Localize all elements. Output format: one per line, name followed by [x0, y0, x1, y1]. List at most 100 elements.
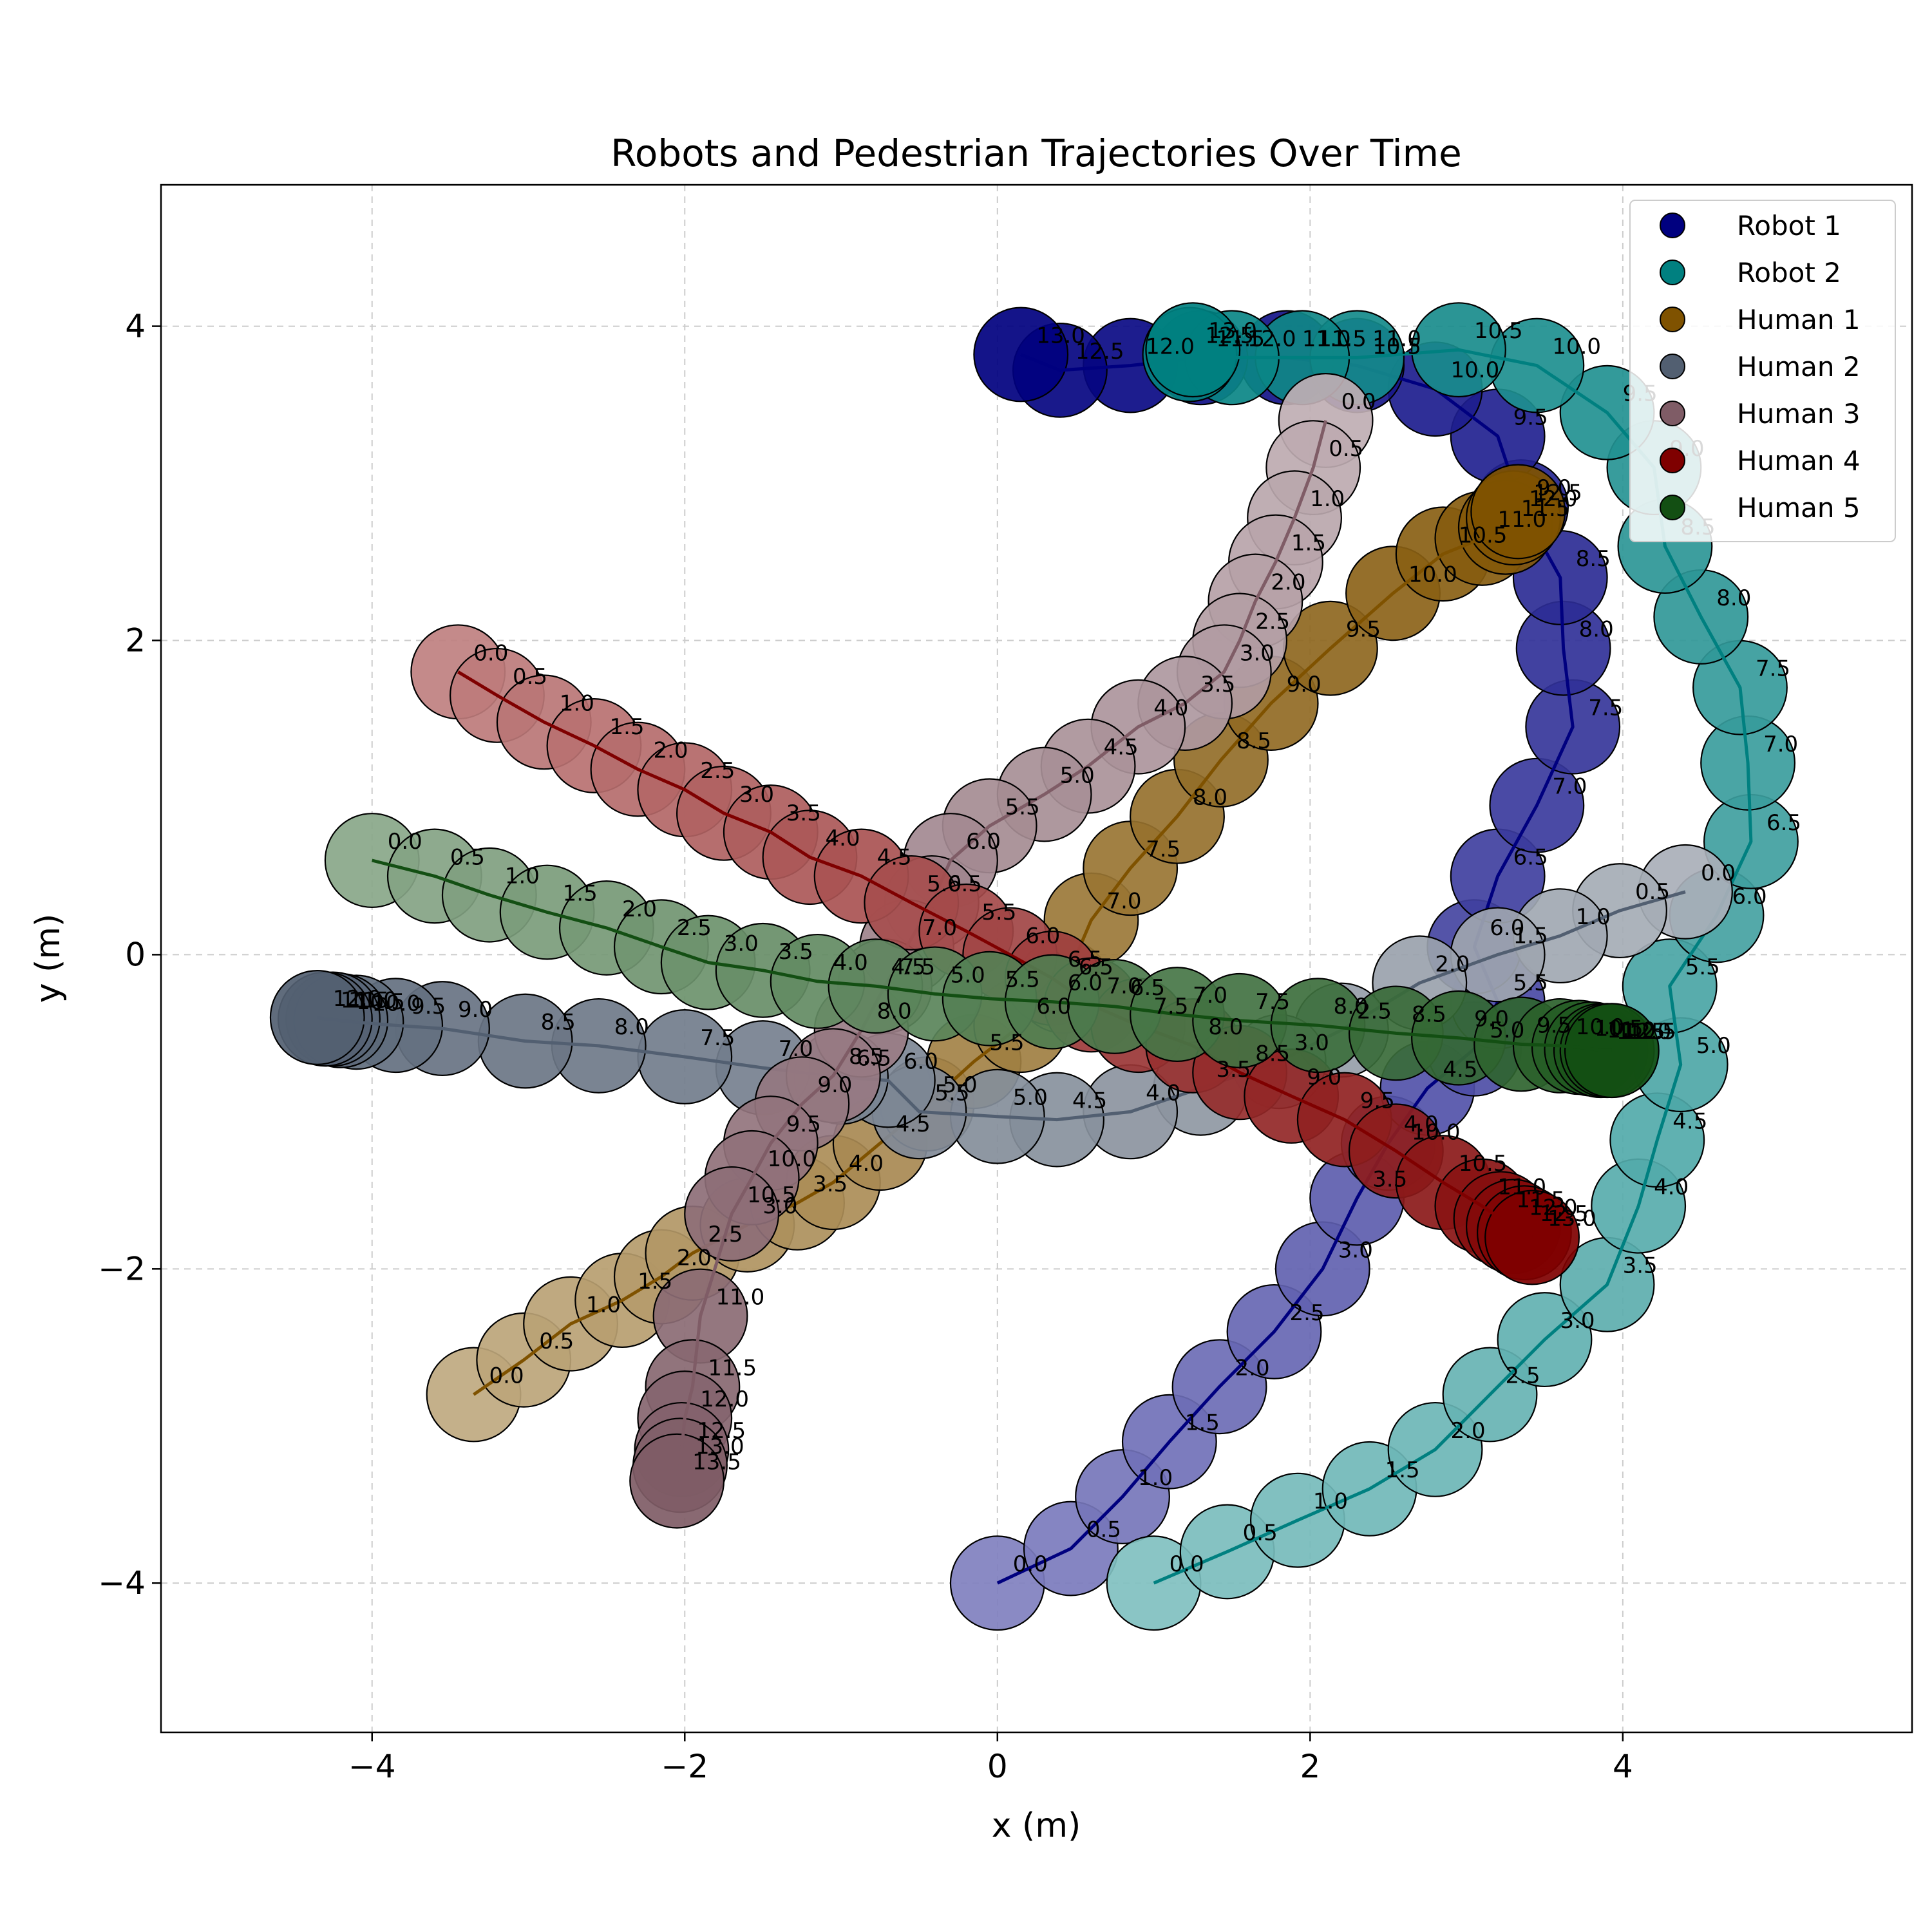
time-label: 2.0	[1451, 1418, 1486, 1444]
time-label: 4.0	[1654, 1175, 1689, 1200]
legend-label: Robot 2	[1737, 257, 1841, 289]
time-label: 2.0	[622, 896, 657, 922]
time-label: 3.0	[724, 931, 759, 957]
time-label: 6.5	[1766, 810, 1801, 836]
time-label: 12.0	[1623, 1019, 1672, 1045]
legend-marker	[1660, 307, 1685, 332]
time-label: 1.5	[1385, 1457, 1420, 1483]
time-label: 4.0	[1404, 1112, 1439, 1137]
time-label: 8.5	[1236, 728, 1271, 754]
time-label: 0.5	[450, 844, 485, 870]
time-label: 2.5	[1506, 1363, 1540, 1388]
legend-marker	[1660, 448, 1685, 473]
time-label: 9.0	[1474, 1007, 1509, 1032]
series-labels: 0.00.51.01.52.02.53.03.54.04.55.05.56.06…	[333, 860, 1736, 1114]
time-label: 10.5	[1372, 334, 1421, 360]
time-label: 5.5	[1005, 967, 1040, 993]
time-label: 4.0	[1146, 1080, 1180, 1106]
time-label: 7.0	[1106, 889, 1141, 914]
time-label: 3.5	[1200, 672, 1235, 697]
time-label: 12.0	[1247, 326, 1296, 352]
time-label: 5.5	[1685, 954, 1720, 980]
time-label: 8.0	[1333, 994, 1368, 1019]
time-label: 2.0	[1271, 569, 1305, 595]
time-label: 12.5	[1540, 1201, 1589, 1227]
time-label: 12.5	[1205, 323, 1254, 348]
time-label: 11.5	[1517, 1187, 1566, 1213]
series-labels: 0.00.51.01.52.02.53.03.54.04.55.05.56.06…	[473, 640, 1596, 1231]
x-tick-label: 4	[1613, 1748, 1633, 1785]
time-label: 8.0	[1579, 617, 1614, 643]
chart-title: Robots and Pedestrian Trajectories Over …	[611, 131, 1462, 175]
time-label: 10.5	[1459, 522, 1508, 548]
time-label: 5.5	[981, 900, 1016, 925]
time-label: 9.5	[1360, 1088, 1395, 1114]
time-label: 10.0	[1412, 1119, 1461, 1145]
trajectory-paths	[269, 302, 1799, 1631]
time-label: 11.5	[1216, 326, 1265, 352]
time-label: 12.0	[1529, 1195, 1578, 1220]
time-label: 1.0	[560, 690, 594, 716]
legend-label: Robot 1	[1737, 210, 1841, 242]
time-label: 7.5	[1756, 656, 1790, 682]
time-label: 7.0	[922, 915, 957, 941]
time-label: 2.5	[1357, 999, 1392, 1025]
time-label: 4.5	[1104, 735, 1139, 761]
time-label: 4.0	[825, 826, 860, 851]
time-label: 8.5	[541, 1010, 576, 1036]
time-label: 0.5	[1086, 1517, 1121, 1543]
time-label: 12.0	[333, 986, 382, 1012]
series-labels: 0.00.51.01.52.02.53.03.54.04.55.05.56.06…	[1013, 323, 1623, 1577]
time-label: 1.5	[1185, 1410, 1220, 1436]
x-tick-label: 2	[1300, 1748, 1320, 1785]
time-label: 9.0	[458, 997, 493, 1023]
time-label: 3.5	[786, 800, 821, 826]
axis-ticks: −4 −2 0 2 4 −4 −2 0 2 4	[98, 308, 1633, 1785]
time-label: 5.0	[1013, 1085, 1048, 1111]
time-label: 8.5	[1576, 546, 1611, 572]
time-label: 5.5	[1513, 971, 1548, 996]
time-label: 4.5	[877, 844, 912, 870]
time-label: 3.5	[779, 939, 813, 965]
time-label: 11.0	[1607, 1018, 1656, 1043]
time-label: 6.5	[1130, 975, 1165, 1001]
time-label: 12.5	[1533, 480, 1582, 506]
x-tick-label: 0	[987, 1748, 1008, 1785]
time-label: 9.5	[1513, 404, 1548, 430]
time-label: 6.5	[947, 871, 982, 897]
time-label: 11.0	[716, 1285, 765, 1311]
time-label: 13.0	[696, 1434, 744, 1459]
time-label: 5.0	[951, 962, 985, 988]
time-label: 10.5	[1459, 1151, 1508, 1177]
time-label: 7.5	[900, 954, 935, 980]
time-label: 10.0	[1451, 357, 1500, 383]
time-label: 4.5	[891, 954, 925, 980]
trajectory-point	[1145, 302, 1241, 398]
time-label: 8.0	[614, 1014, 649, 1040]
time-label: 11.5	[708, 1355, 757, 1381]
time-label: 6.0	[904, 1049, 938, 1075]
time-label: 1.0	[1576, 904, 1611, 930]
time-label: 11.5	[341, 987, 390, 1013]
time-label: 3.5	[1216, 1057, 1251, 1083]
legend-marker	[1660, 354, 1685, 379]
time-label: 10.0	[768, 1146, 817, 1172]
legend-marker	[1660, 260, 1685, 285]
time-label: 1.0	[586, 1293, 621, 1318]
time-label: 0.0	[1701, 860, 1736, 886]
time-label: 6.0	[1490, 915, 1524, 941]
time-label: 10.0	[1552, 334, 1601, 360]
time-label: 8.0	[1716, 585, 1751, 611]
time-label: 5.0	[1696, 1033, 1731, 1059]
trajectory-point	[269, 970, 365, 1065]
time-label: 2.0	[1435, 951, 1470, 977]
time-label: 12.5	[697, 1418, 746, 1444]
time-label: 6.0	[1025, 923, 1060, 949]
time-label: 5.0	[927, 871, 961, 897]
time-label: 11.0	[1372, 326, 1421, 352]
time-label: 8.5	[1412, 1001, 1446, 1027]
time-label: 2.5	[677, 915, 712, 941]
time-label: 11.0	[1497, 1175, 1546, 1200]
time-label: 12.0	[1146, 334, 1195, 360]
time-label: 3.0	[1560, 1308, 1595, 1334]
